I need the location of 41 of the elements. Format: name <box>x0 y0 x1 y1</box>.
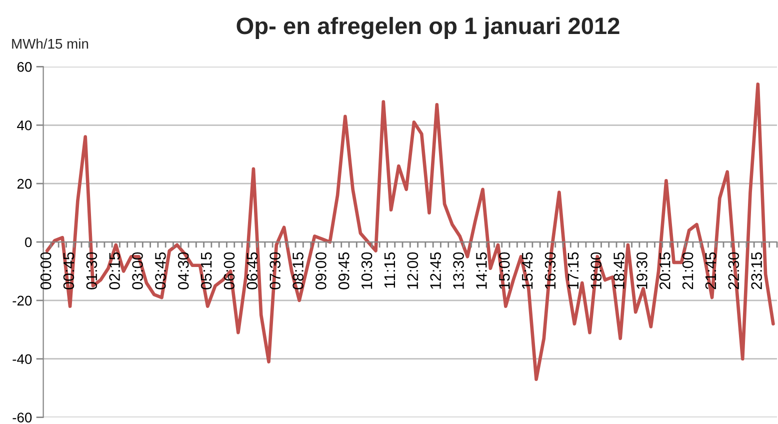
x-tick-label: 06:45 <box>246 252 258 290</box>
y-tick-label: 40 <box>17 120 32 130</box>
x-tick-label: 18:45 <box>614 252 624 289</box>
x-tick-label: 03:00 <box>132 252 143 290</box>
x-tick-label: 16:30 <box>544 252 556 289</box>
x-tick-label: 12:00 <box>407 252 418 289</box>
x-tick-label: 06:00 <box>224 252 235 290</box>
y-axis-title: MWh/15 min <box>12 38 88 49</box>
x-tick-label: 08:15 <box>292 252 304 290</box>
y-tick-label: 60 <box>17 62 32 72</box>
y-tick-label: -40 <box>12 354 32 364</box>
x-tick-label: 00:00 <box>40 252 52 290</box>
y-tick-label: 0 <box>25 237 32 248</box>
x-tick-label: 13:30 <box>453 252 464 289</box>
x-tick-label: 18:00 <box>590 252 602 289</box>
x-tick-label: 01:30 <box>86 252 98 290</box>
x-tick-label: 09:00 <box>316 252 326 290</box>
x-tick-label: 02:15 <box>109 252 120 290</box>
chart-title: Op- en afregelen op 1 januari 2012 <box>236 16 620 40</box>
y-tick-label: 20 <box>17 178 32 189</box>
x-tick-label: 09:45 <box>338 252 350 290</box>
x-tick-label: 17:15 <box>568 252 579 289</box>
x-tick-label: 03:45 <box>155 252 166 290</box>
x-tick-label: 11:15 <box>384 252 396 288</box>
x-tick-label: 15:00 <box>498 252 510 289</box>
x-tick-label: 07:30 <box>270 252 281 290</box>
x-tick-label: 22:30 <box>728 252 740 290</box>
x-tick-label: 20:15 <box>659 252 670 290</box>
y-tick-label: -60 <box>12 412 32 422</box>
x-tick-label: 10:30 <box>361 252 372 289</box>
x-tick-label: 12:45 <box>430 252 441 289</box>
x-tick-label: 21:45 <box>705 252 716 290</box>
x-tick-label: 05:15 <box>200 252 212 290</box>
x-tick-label: 15:45 <box>522 252 533 289</box>
x-tick-label: 23:15 <box>751 252 762 290</box>
x-tick-label: 19:30 <box>636 252 648 289</box>
x-tick-label: 21:00 <box>682 252 694 290</box>
x-tick-label: 04:30 <box>178 252 189 290</box>
x-tick-label: 14:15 <box>476 252 487 289</box>
y-tick-label: -20 <box>12 296 32 306</box>
x-tick-label: 00:45 <box>63 252 74 290</box>
